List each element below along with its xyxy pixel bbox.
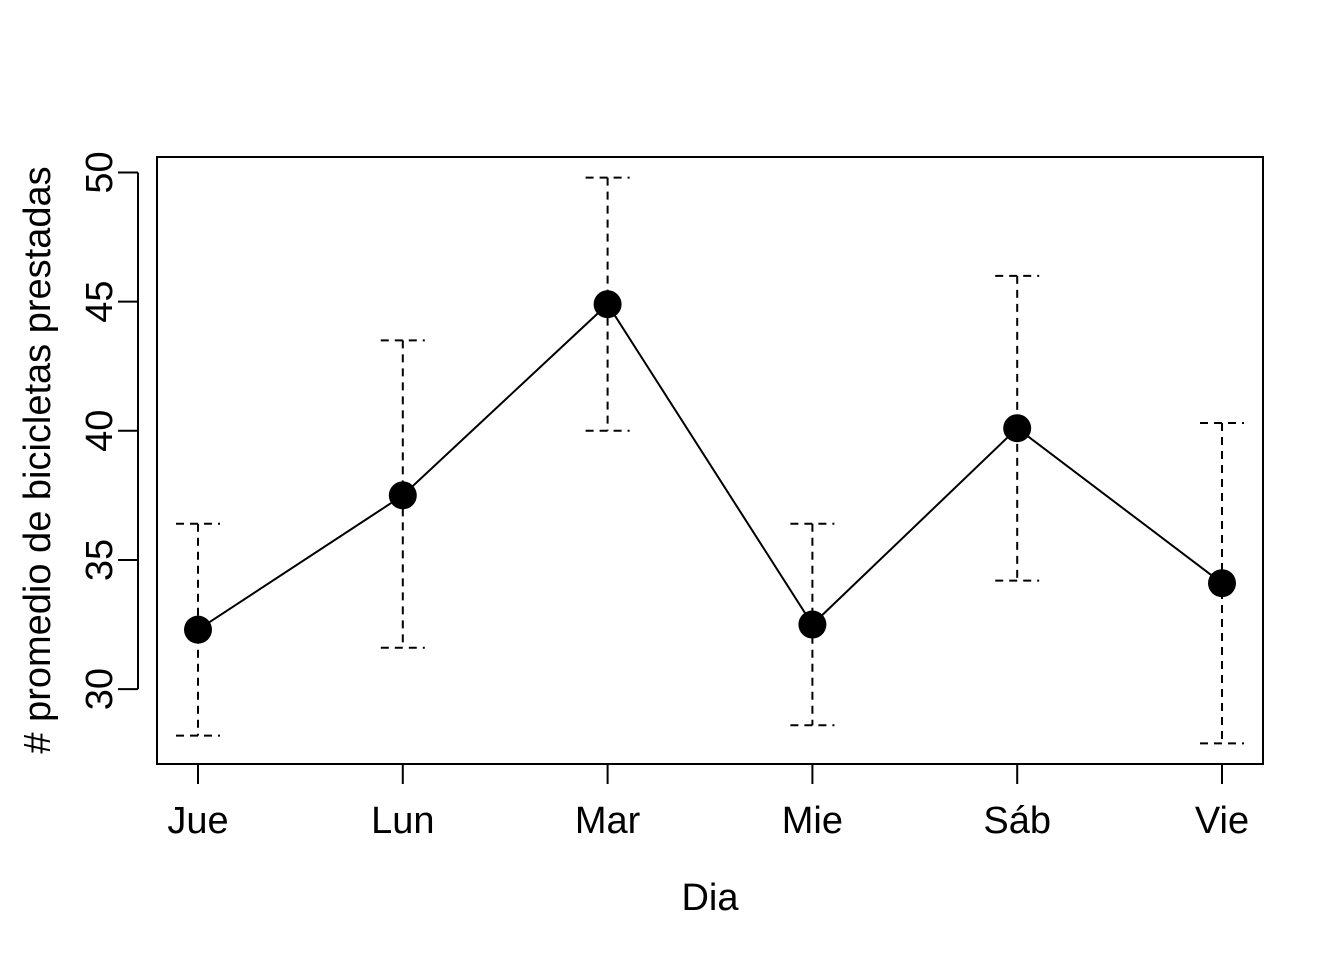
y-tick-label: 50 [79, 151, 121, 193]
data-point [1003, 414, 1032, 443]
data-point [388, 481, 417, 510]
data-points [184, 290, 1236, 644]
series-polyline [197, 302, 1223, 631]
data-point [593, 290, 622, 319]
series-line [197, 302, 1223, 631]
x-tick-label: Lun [371, 800, 434, 842]
y-axis-title: # promedio de bicicletas prestadas [17, 166, 59, 753]
y-tick-label: 45 [79, 281, 121, 323]
data-point [184, 615, 212, 644]
data-point [798, 610, 827, 639]
x-tick-label: Mie [782, 800, 843, 842]
y-tick-label: 30 [79, 668, 121, 710]
error-bars [176, 176, 1244, 745]
plot-frame [156, 156, 1264, 765]
x-axis: Jue Lun Mar Mie Sáb Vie [167, 763, 1249, 842]
x-tick-label: Mar [575, 800, 641, 842]
y-tick-label: 35 [79, 539, 121, 581]
y-tick-label: 40 [79, 410, 121, 452]
y-axis: 30 35 40 45 50 [79, 151, 139, 710]
x-tick-label: Jue [167, 800, 228, 842]
x-axis-title: Dia [681, 877, 739, 919]
x-tick-label: Vie [1195, 800, 1249, 842]
x-tick-label: Sáb [983, 800, 1051, 842]
data-point [1208, 569, 1236, 598]
